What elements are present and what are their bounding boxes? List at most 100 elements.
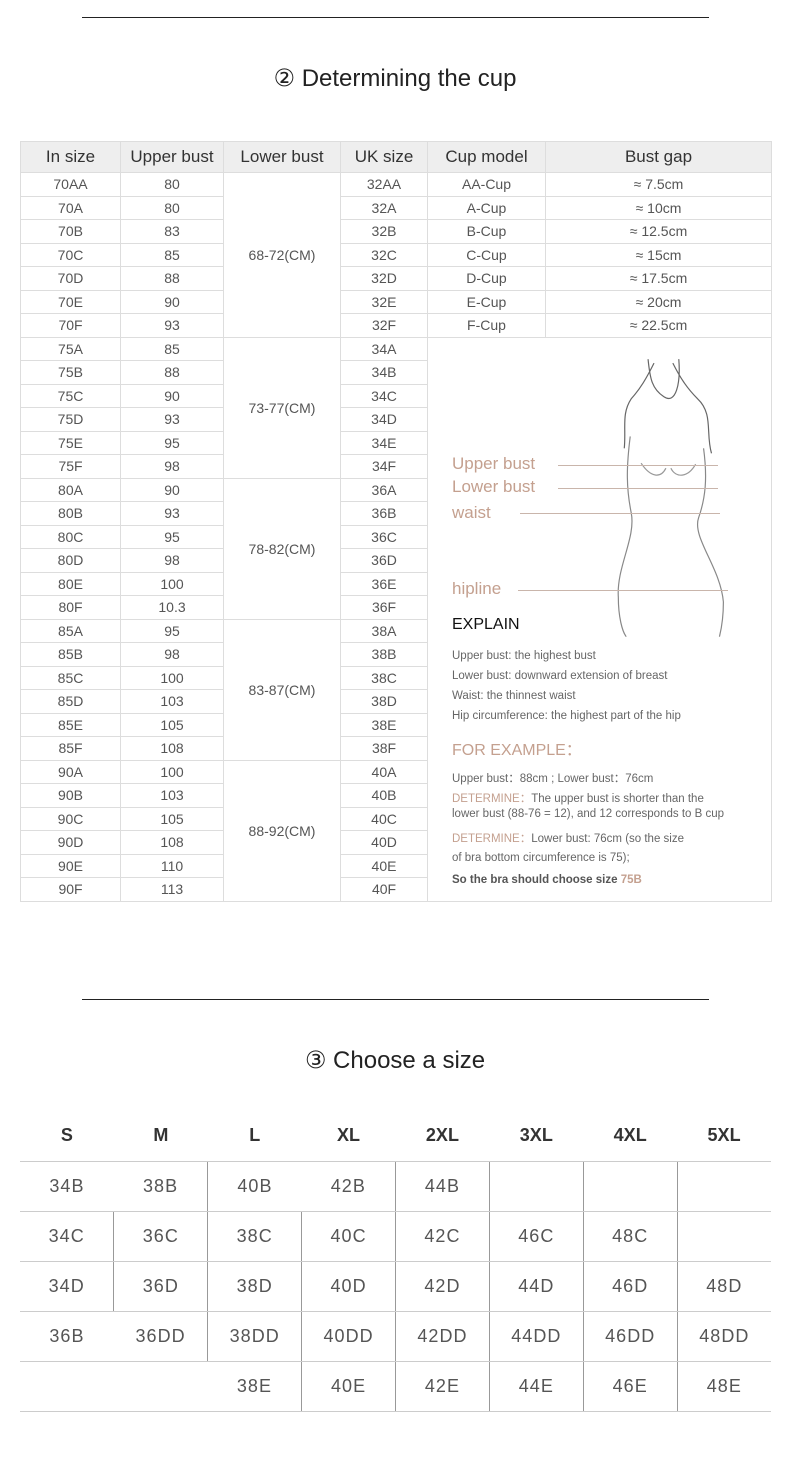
uk-size-cell: 40A xyxy=(340,759,428,784)
determine-text: Lower bust: 76cm (so the size xyxy=(531,832,684,845)
table-row: 80D 98 36D xyxy=(20,548,772,573)
cup-model-cell: D-Cup xyxy=(427,266,546,291)
upper-bust-cell: 113 xyxy=(120,877,224,902)
table-row: 75B 88 34B xyxy=(20,360,772,385)
in-size-cell: 75F xyxy=(20,454,121,479)
uk-size-cell: 34F xyxy=(340,454,428,479)
conclusion-size: 75B xyxy=(620,873,642,886)
size-header: 2XL xyxy=(395,1110,490,1162)
upper-bust-cell: 98 xyxy=(120,548,224,573)
in-size-cell: 80A xyxy=(20,477,121,502)
table-row: 75F 98 34F xyxy=(20,454,772,479)
size-cell: 44D xyxy=(488,1261,584,1312)
in-size-cell: 70F xyxy=(20,313,121,338)
uk-size-cell: 34A xyxy=(340,336,428,361)
upper-bust-cell: 85 xyxy=(120,242,224,267)
lower-bust-cell: 78-82(CM) xyxy=(223,477,341,620)
determine-label: DETERMINE： xyxy=(452,832,532,845)
in-size-cell: 90C xyxy=(20,806,121,831)
label-waist: waist xyxy=(452,502,491,522)
uk-size-cell: 38B xyxy=(340,642,428,667)
in-size-cell: 70AA xyxy=(20,172,121,197)
size-cell: 48DD xyxy=(676,1311,771,1362)
table-row: 80A 90 78-82(CM) 36A xyxy=(20,477,772,620)
uk-size-cell: 32B xyxy=(340,219,428,244)
table-row: 70D 88 32D D-Cup ≈ 17.5cm xyxy=(20,266,772,291)
table-row: 80C 95 36C xyxy=(20,524,772,549)
table-row: 70A 80 32A A-Cup ≈ 10cm xyxy=(20,195,772,220)
size-cell: 34C xyxy=(20,1211,114,1262)
body-silhouette-icon xyxy=(617,358,724,637)
uk-size-cell: 38C xyxy=(340,665,428,690)
in-size-cell: 75E xyxy=(20,430,121,455)
upper-bust-cell: 103 xyxy=(120,689,224,714)
divider xyxy=(82,999,709,1000)
in-size-cell: 75D xyxy=(20,407,121,432)
size-cell: 44B xyxy=(395,1161,490,1212)
lower-bust-cell: 88-92(CM) xyxy=(223,759,341,902)
label-lower-bust: Lower bust xyxy=(452,476,536,496)
size-cell: 46DD xyxy=(582,1311,678,1362)
in-size-cell: 70E xyxy=(20,289,121,314)
determine-text: lower bust (88-76 = 12), and 12 correspo… xyxy=(452,807,725,820)
in-size-cell: 80D xyxy=(20,548,121,573)
table-row: 34D 36D 38D 40D 42D 44D 46D 48D xyxy=(20,1261,771,1312)
size-cell: 42D xyxy=(395,1261,490,1312)
column-header: UK size xyxy=(340,141,428,173)
cup-model-cell: F-Cup xyxy=(427,313,546,338)
size-cell: 46C xyxy=(488,1211,584,1262)
table-row: 80F 10.3 36F xyxy=(20,595,772,620)
in-size-cell: 75C xyxy=(20,383,121,408)
upper-bust-cell: 80 xyxy=(120,172,224,197)
in-size-cell: 70C xyxy=(20,242,121,267)
upper-bust-cell: 95 xyxy=(120,430,224,455)
uk-size-cell: 34D xyxy=(340,407,428,432)
in-size-cell: 75A xyxy=(20,336,121,361)
uk-size-cell: 32D xyxy=(340,266,428,291)
upper-bust-cell: 93 xyxy=(120,501,224,526)
section-title-size: ③ Choose a size xyxy=(304,1047,486,1074)
uk-size-cell: 38A xyxy=(340,618,428,643)
size-cell: 36DD xyxy=(113,1311,208,1362)
in-size-cell: 85F xyxy=(20,736,121,761)
in-size-cell: 85C xyxy=(20,665,121,690)
explain-title: EXPLAIN xyxy=(452,615,520,633)
table-row: 90F 113 40F xyxy=(20,877,772,902)
uk-size-cell: 32F xyxy=(340,313,428,338)
example-line: Upper bust：88cm ; Lower bust：76cm xyxy=(452,772,654,785)
in-size-cell: 90A xyxy=(20,759,121,784)
size-cell: 48E xyxy=(676,1361,771,1412)
size-cell: 42E xyxy=(395,1361,490,1412)
table-row: 70F 93 32F F-Cup ≈ 22.5cm xyxy=(20,313,772,338)
size-cell xyxy=(676,1161,771,1212)
upper-bust-cell: 108 xyxy=(120,736,224,761)
table-row: 85F 108 38F xyxy=(20,736,772,761)
in-size-cell: 80B xyxy=(20,501,121,526)
uk-size-cell: 40F xyxy=(340,877,428,902)
label-upper-bust: Upper bust xyxy=(452,453,536,473)
table-row: 90C 105 40C xyxy=(20,806,772,831)
uk-size-cell: 36F xyxy=(340,595,428,620)
upper-bust-cell: 83 xyxy=(120,219,224,244)
table-row: 80E 100 36E xyxy=(20,571,772,596)
uk-size-cell: 34E xyxy=(340,430,428,455)
table-row: 90E 110 40E xyxy=(20,853,772,878)
size-header: 5XL xyxy=(677,1110,771,1162)
table-row: 70AA 80 68-72(CM) 32AA AA-Cup ≈ 7.5cm xyxy=(20,172,772,338)
in-size-cell: 70B xyxy=(20,219,121,244)
column-header: Bust gap xyxy=(545,141,772,173)
size-cell: 34B xyxy=(20,1161,114,1212)
upper-bust-cell: 100 xyxy=(120,571,224,596)
size-header: S xyxy=(20,1110,114,1162)
uk-size-cell: 38F xyxy=(340,736,428,761)
uk-size-cell: 32C xyxy=(340,242,428,267)
cup-model-cell: A-Cup xyxy=(427,195,546,220)
upper-bust-cell: 110 xyxy=(120,853,224,878)
lower-bust-cell: 68-72(CM) xyxy=(223,172,341,338)
size-cell xyxy=(20,1361,114,1412)
in-size-cell: 80C xyxy=(20,524,121,549)
upper-bust-cell: 100 xyxy=(120,759,224,784)
in-size-cell: 70A xyxy=(20,195,121,220)
upper-bust-cell: 105 xyxy=(120,806,224,831)
upper-bust-cell: 95 xyxy=(120,618,224,643)
